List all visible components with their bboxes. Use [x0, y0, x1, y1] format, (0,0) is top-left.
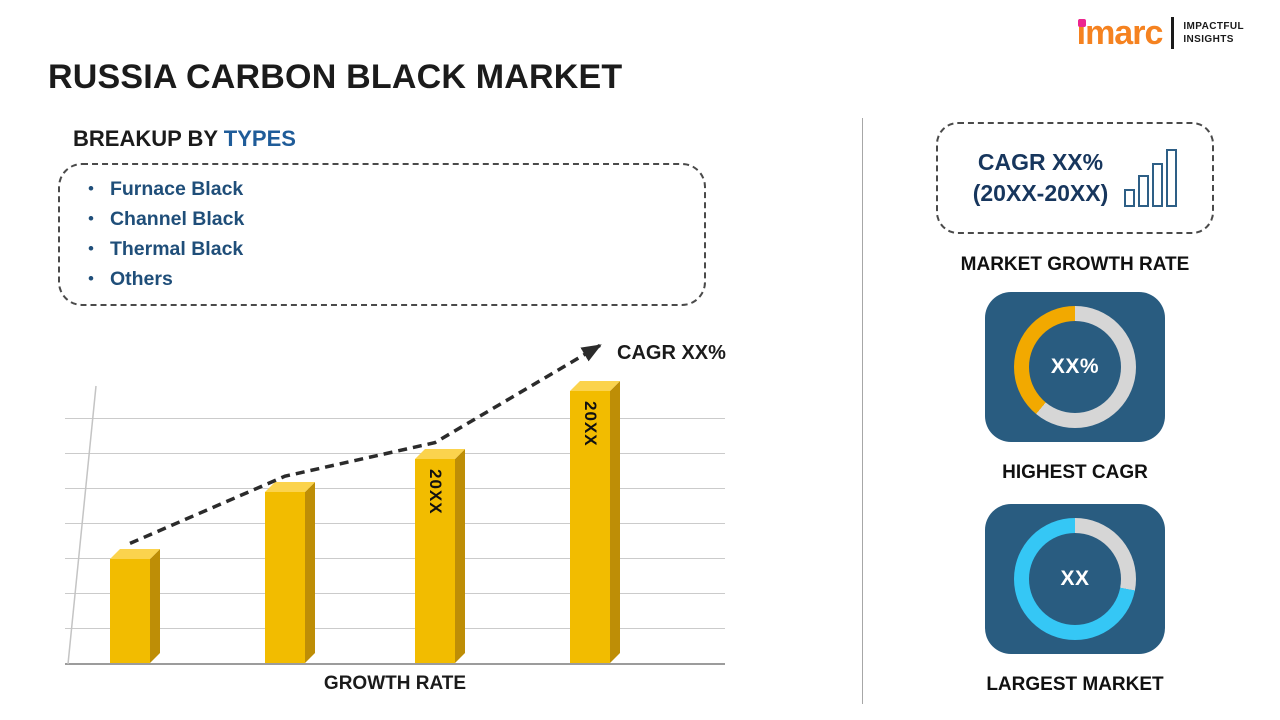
- x-axis-label: GROWTH RATE: [323, 673, 467, 694]
- bar-chart-icon: [1124, 149, 1178, 207]
- breakup-type-item: • Others: [88, 264, 684, 294]
- breakup-types-box: • Furnace Black • Channel Black • Thermal Bla…: [58, 163, 706, 306]
- logo-tagline-line2: INSIGHTS: [1183, 34, 1234, 45]
- bar-3: 20XX: [415, 459, 455, 663]
- page-title: RUSSIA CARBON BLACK MARKET: [48, 58, 623, 96]
- highest-cagr-card: XX%: [985, 292, 1165, 442]
- cagr-box-text: CAGR XX% (20XX-20XX): [973, 147, 1109, 209]
- largest-market-donut: XX: [1014, 518, 1136, 640]
- bar-2: [265, 492, 305, 663]
- trend-cagr-label: CAGR XX%: [617, 342, 726, 364]
- bar-value-label: 20XX: [426, 469, 445, 515]
- breakup-heading-prefix: BREAKUP BY: [73, 126, 224, 151]
- breakup-type-item: • Furnace Black: [88, 174, 684, 204]
- largest-market-card: XX: [985, 504, 1165, 654]
- logo-brand-word: imarc: [1076, 14, 1164, 52]
- bullet-icon: •: [88, 179, 94, 198]
- breakup-type-item: • Thermal Black: [88, 234, 684, 264]
- breakup-type-label: Furnace Black: [109, 177, 244, 200]
- bar-plot-area: 20XX 20XX: [65, 385, 725, 665]
- bullet-icon: •: [88, 239, 94, 258]
- breakup-heading-highlight: TYPES: [223, 126, 296, 151]
- cagr-box-line2: (20XX-20XX): [972, 180, 1109, 206]
- breakup-types-list: • Furnace Black • Channel Black • Thermal Bla…: [88, 174, 684, 294]
- logo-tagline-line1: IMPACTFUL: [1183, 21, 1244, 32]
- market-growth-rate-label: MARKET GROWTH RATE: [960, 254, 1190, 275]
- vertical-divider: [862, 118, 863, 704]
- cagr-box-line1: CAGR XX%: [977, 148, 1104, 175]
- highest-cagr-label: HIGHEST CAGR: [1002, 462, 1148, 483]
- highest-cagr-value: XX%: [1050, 355, 1100, 378]
- imarc-logo-text: imarc: [1076, 14, 1164, 52]
- breakup-type-item: • Channel Black: [88, 204, 684, 234]
- bullet-icon: •: [88, 209, 94, 228]
- breakup-heading: BREAKUP BY TYPES: [73, 126, 296, 152]
- imarc-logo: imarc IMPACTFUL INSIGHTS: [1077, 16, 1244, 50]
- breakup-type-label: Thermal Black: [109, 237, 244, 260]
- logo-tagline: IMPACTFUL INSIGHTS: [1183, 20, 1244, 46]
- largest-market-label: LARGEST MARKET: [986, 674, 1164, 695]
- breakup-type-label: Others: [109, 267, 173, 290]
- bar-1: [110, 559, 150, 663]
- sidebar: CAGR XX% (20XX-20XX) MARKET GROWTH RATE …: [935, 122, 1215, 696]
- growth-rate-chart: 20XX 20XX CAGR XX% GROWTH RATE: [65, 340, 726, 700]
- bar-4: 20XX: [570, 391, 610, 663]
- logo-divider: [1171, 17, 1175, 49]
- logo-dot-icon: [1077, 19, 1086, 27]
- bar-value-label: 20XX: [581, 401, 600, 447]
- bullet-icon: •: [88, 269, 94, 288]
- breakup-type-label: Channel Black: [109, 207, 245, 230]
- cagr-box: CAGR XX% (20XX-20XX): [936, 122, 1214, 234]
- highest-cagr-donut: XX%: [1014, 306, 1136, 428]
- largest-market-value: XX: [1060, 567, 1090, 590]
